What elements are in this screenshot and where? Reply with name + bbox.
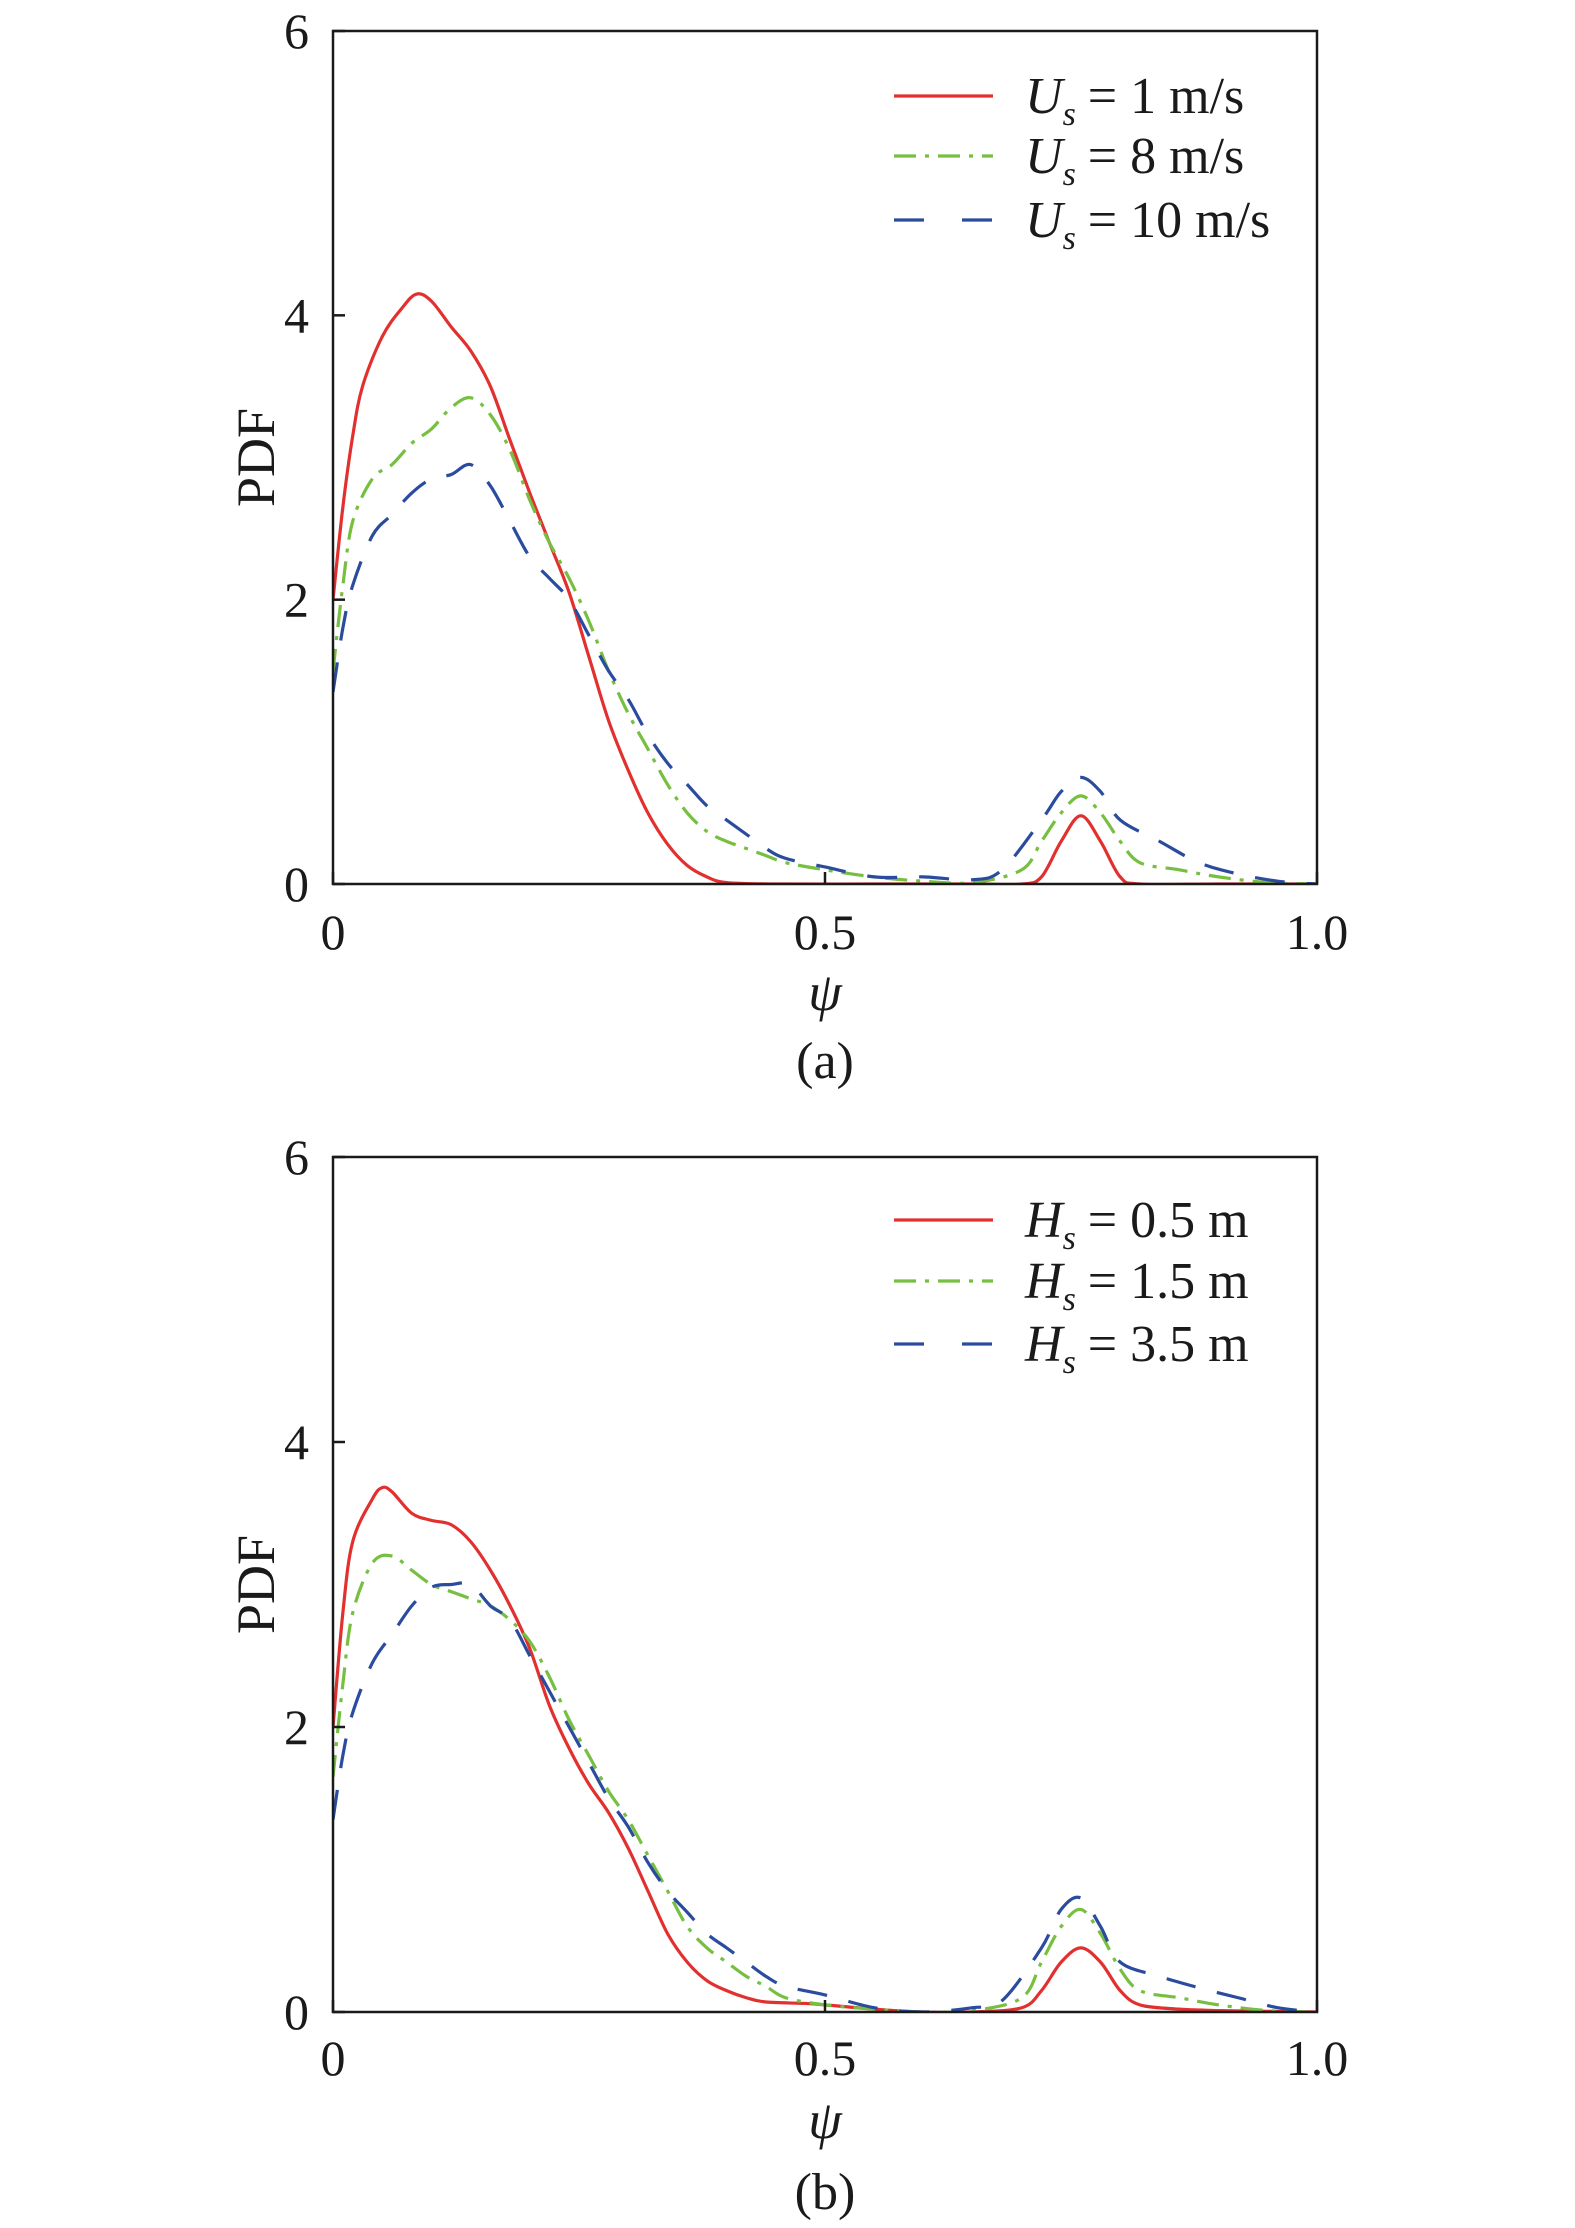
series-line-0	[333, 1485, 1317, 2012]
legend-variable: U	[1025, 192, 1066, 249]
legend-label: Us = 10 m/s	[1025, 192, 1270, 257]
legend-subscript: s	[1063, 1344, 1076, 1381]
legend-subscript: s	[1063, 1281, 1076, 1318]
legend-variable: H	[1024, 1316, 1065, 1373]
legend-label: Hs = 0.5 m	[1024, 1192, 1249, 1257]
legend-item: Us = 8 m/s	[894, 128, 1244, 193]
x-tick-label: 0.5	[794, 904, 857, 960]
y-axis-label: PDF	[226, 408, 286, 507]
y-tick-label: 0	[284, 856, 309, 912]
x-tick-label: 0.5	[794, 2030, 857, 2086]
legend: Us = 1 m/s Us = 8 m/s Us = 10 m/s	[894, 68, 1270, 257]
chart-panel-a: 0 0.5 1.0 0 2 4 6 PDF ψ (a) Us = 1 m/s Us = 8 m/s Us = …	[226, 3, 1348, 1090]
series-line-2	[333, 462, 1317, 884]
legend-label: Us = 1 m/s	[1025, 68, 1244, 133]
legend-label: Us = 8 m/s	[1025, 128, 1244, 193]
y-tick-label: 6	[284, 1129, 309, 1185]
legend-label: Hs = 3.5 m	[1024, 1316, 1249, 1381]
chart-panel-b: 0 0.5 1.0 0 2 4 6 PDF ψ (b) Hs = 0.5 m Hs = 1.5 m Hs = …	[226, 1129, 1348, 2221]
legend-item: Us = 1 m/s	[894, 68, 1244, 133]
x-axis-label: ψ	[808, 962, 843, 1022]
legend-item: Us = 10 m/s	[894, 192, 1270, 257]
legend-value: = 1 m/s	[1088, 68, 1244, 125]
legend: Hs = 0.5 m Hs = 1.5 m Hs = 3.5 m	[894, 1192, 1249, 1381]
panel-caption: (a)	[796, 1033, 854, 1090]
legend-item: Hs = 0.5 m	[894, 1192, 1249, 1257]
series-line-1	[333, 396, 1317, 884]
legend-variable: H	[1024, 1253, 1065, 1310]
legend-subscript: s	[1063, 220, 1076, 257]
legend-variable: H	[1024, 1192, 1065, 1249]
legend-value: = 3.5 m	[1088, 1316, 1249, 1373]
y-tick-label: 2	[284, 1699, 309, 1755]
legend-subscript: s	[1063, 96, 1076, 133]
legend-value: = 1.5 m	[1088, 1253, 1249, 1310]
y-tick-label: 4	[284, 1414, 309, 1470]
legend-item: Hs = 1.5 m	[894, 1253, 1249, 1318]
y-tick-label: 0	[284, 1984, 309, 2040]
x-tick-label: 1.0	[1286, 2030, 1349, 2086]
legend-value: = 0.5 m	[1088, 1192, 1249, 1249]
legend-item: Hs = 3.5 m	[894, 1316, 1249, 1381]
series-line-1	[333, 1553, 1317, 2012]
legend-value: = 8 m/s	[1088, 128, 1244, 185]
series-line-2	[333, 1581, 1317, 2012]
series-group	[333, 1485, 1317, 2012]
legend-variable: U	[1025, 68, 1066, 125]
legend-subscript: s	[1063, 156, 1076, 193]
x-tick-label: 1.0	[1286, 904, 1349, 960]
legend-label: Hs = 1.5 m	[1024, 1253, 1249, 1318]
x-tick-label: 0	[321, 2030, 346, 2086]
legend-variable: U	[1025, 128, 1066, 185]
y-axis-label: PDF	[226, 1535, 286, 1634]
series-group	[333, 292, 1317, 884]
x-axis-label: ψ	[808, 2090, 843, 2150]
legend-subscript: s	[1063, 1220, 1076, 1257]
x-tick-label: 0	[321, 904, 346, 960]
legend-value: = 10 m/s	[1088, 192, 1270, 249]
y-tick-label: 4	[284, 287, 309, 343]
series-line-0	[333, 292, 1317, 884]
panel-caption: (b)	[795, 2164, 856, 2221]
y-tick-label: 6	[284, 3, 309, 59]
y-tick-label: 2	[284, 572, 309, 628]
